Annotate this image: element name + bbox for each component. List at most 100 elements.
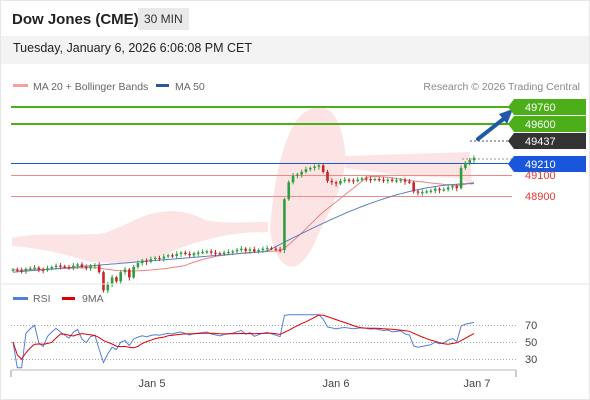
candle-body <box>270 248 273 250</box>
candle-body <box>205 251 209 253</box>
candle-body <box>360 178 364 180</box>
tag-resistance-2 <box>514 116 586 132</box>
candle-body <box>416 191 420 193</box>
x-label-jan5: Jan 5 <box>139 378 166 390</box>
candle-body <box>291 175 295 183</box>
candle-body <box>227 251 230 254</box>
candle-body <box>317 165 321 167</box>
legend-swatch-ma20 <box>13 84 28 87</box>
candle-body <box>76 264 79 266</box>
candle-body <box>304 169 308 172</box>
candle-body <box>373 179 377 181</box>
candle-body <box>153 257 157 260</box>
candle-body <box>326 171 329 181</box>
tag-resistance-1-text: 49760 <box>525 102 556 114</box>
rsi-legend-label: RSI <box>33 293 51 305</box>
credit-text: Research © 2026 Trading Central <box>423 81 580 93</box>
candle-body <box>283 199 286 251</box>
legend-label-ma50: MA 50 <box>175 81 205 93</box>
candle-body <box>84 266 88 269</box>
tag-current-price <box>514 133 586 149</box>
candle-body <box>110 277 114 284</box>
candle-body <box>420 192 424 194</box>
candle-body <box>459 167 463 189</box>
instrument-title: Dow Jones (CME) <box>12 11 139 28</box>
candle-body <box>102 272 105 291</box>
tag-support-2-text: 48900 <box>525 191 556 203</box>
rsi-legend-swatch <box>13 297 28 300</box>
candle-body <box>296 174 299 176</box>
tag-resistance-2-text: 49600 <box>525 119 556 131</box>
candle-body <box>140 260 144 264</box>
candle-body <box>369 179 372 181</box>
candle-body <box>408 181 411 183</box>
candle-body <box>308 167 312 170</box>
rsi-panel: RSI 9MA 70 50 30 <box>0 283 590 369</box>
candle-body <box>54 265 58 267</box>
candle-body <box>72 265 75 268</box>
candle-body <box>93 265 97 267</box>
candle-body <box>11 269 15 271</box>
candle-body <box>28 268 32 270</box>
candle-body <box>115 277 118 282</box>
x-label-jan6: Jan 6 <box>323 378 350 390</box>
candle-body <box>16 269 19 271</box>
ma9-legend-label: 9MA <box>82 293 104 305</box>
ma9-legend-swatch <box>62 297 75 300</box>
candle-body <box>188 253 191 256</box>
candle-body <box>41 269 45 271</box>
candle-body <box>261 248 265 251</box>
rsi-ma9-polyline <box>12 314 475 360</box>
tag-support-1-text: 49100 <box>525 170 556 182</box>
candle-body <box>162 256 166 259</box>
candle-body <box>339 180 342 184</box>
rsi-label-70: 70 <box>525 320 537 332</box>
chart-header: Dow Jones (CME) 30 MIN <box>0 0 590 37</box>
candle-body <box>222 252 226 254</box>
candle-body <box>313 166 316 168</box>
candle-body <box>468 160 471 163</box>
candle-body <box>50 266 54 269</box>
candle-body <box>67 266 71 269</box>
timeframe-badge[interactable]: 30 MIN <box>138 8 189 30</box>
candle-body <box>244 248 247 251</box>
candle-body <box>132 266 135 278</box>
candle-body <box>179 252 183 254</box>
candlesticks <box>11 155 476 294</box>
candle-body <box>37 267 41 270</box>
candle-body <box>343 179 347 181</box>
candle-body <box>128 269 131 278</box>
candle-body <box>214 252 217 254</box>
candle-body <box>80 264 84 267</box>
candle-body <box>382 179 385 181</box>
tag-pivot <box>514 156 586 172</box>
tag-current-price-text: 49437 <box>525 136 556 148</box>
candle-body <box>196 252 200 254</box>
rsi-line <box>12 314 475 369</box>
candle-body <box>201 251 204 254</box>
candle-body <box>464 162 467 168</box>
candle-body <box>395 180 398 182</box>
legend-label-ma20: MA 20 + Bollinger Bands <box>33 81 148 93</box>
main-legend: MA 20 + Bollinger Bands MA 50 Research ©… <box>13 81 580 93</box>
candle-body <box>377 179 381 181</box>
candle-body <box>352 180 355 182</box>
candle-body <box>63 266 67 268</box>
candle-body <box>235 250 239 252</box>
candle-body <box>209 251 213 253</box>
candle-body <box>287 182 291 200</box>
candle-body <box>158 257 161 260</box>
candle-body <box>59 265 62 267</box>
candle-body <box>175 253 179 256</box>
x-label-jan7: Jan 7 <box>464 378 491 390</box>
candle-body <box>145 260 148 262</box>
candle-body <box>472 157 476 161</box>
candle-body <box>171 255 174 257</box>
candle-body <box>455 186 459 189</box>
rsi-label-50: 50 <box>525 337 537 349</box>
candle-body <box>89 265 92 269</box>
candle-body <box>442 189 446 191</box>
candle-body <box>184 252 187 254</box>
candle-body <box>166 255 170 257</box>
candle-body <box>429 190 433 192</box>
